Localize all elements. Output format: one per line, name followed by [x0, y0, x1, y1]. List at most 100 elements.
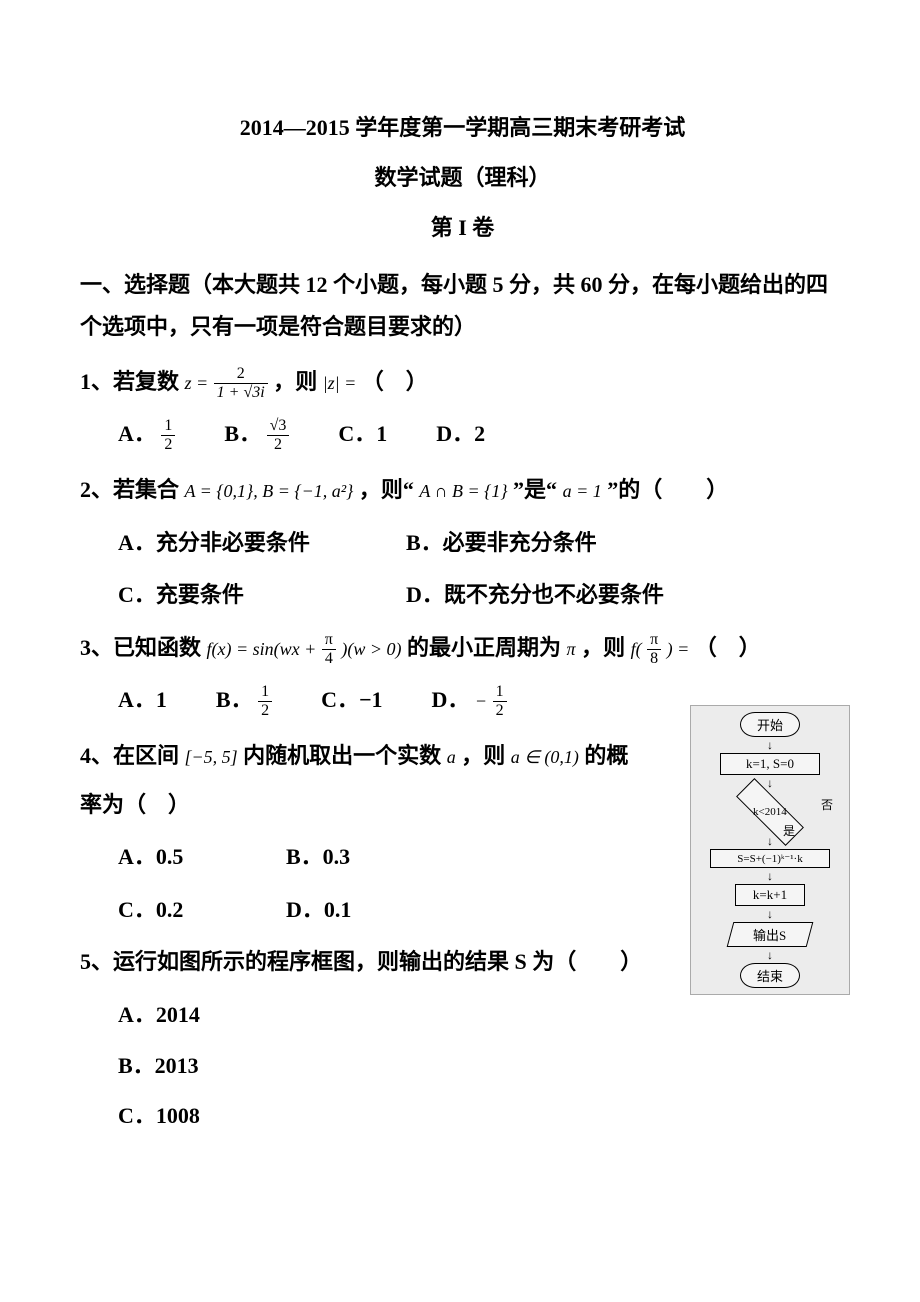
- q1-opt-b-label: B．: [224, 421, 261, 446]
- q4-var-a: a: [447, 747, 456, 767]
- q3-pi4-den: 4: [322, 650, 336, 667]
- q3-opt-d-label: D．: [432, 687, 470, 712]
- q1-opt-c: C．1: [338, 421, 387, 446]
- fc-arrow: ↓: [691, 777, 849, 789]
- q4-opt-a: A．0.5: [118, 833, 238, 881]
- q2-options-row1: A．充分非必要条件 B．必要非充分条件: [80, 519, 845, 567]
- q4-opt-c: C．0.2: [118, 886, 238, 934]
- q5-options: A．2014 B．2013 C．1008: [80, 990, 650, 1142]
- q1-opt-a-num: 1: [161, 418, 175, 436]
- q4-opt-b: B．0.3: [286, 833, 350, 881]
- fc-yes-label: 是: [783, 822, 795, 839]
- q2-opt-d: D．既不充分也不必要条件: [406, 571, 664, 619]
- q1-stem-prefix: 1、若复数: [80, 369, 185, 394]
- q1-opt-a-den: 2: [161, 436, 175, 453]
- q3-pi4-num: π: [322, 632, 336, 650]
- q4-opt-d: D．0.1: [286, 886, 351, 934]
- exam-subject: 数学试题（理科）: [80, 160, 845, 192]
- q1-z-frac-den: 1 + √3i: [214, 384, 268, 401]
- fc-step2: k=k+1: [735, 884, 805, 906]
- q1-z-frac: 2 1 + √3i: [214, 366, 268, 401]
- q3-opt-b-num: 1: [258, 684, 272, 702]
- question-4: 4、在区间 [−5, 5] 内随机取出一个实数 a ，则 a ∈ (0,1) 的…: [80, 732, 650, 829]
- q1-z-eq: z =: [185, 373, 209, 393]
- fc-arrow: ↓: [691, 949, 849, 961]
- q4-options-row1: A．0.5 B．0.3: [80, 833, 650, 881]
- q3-fx: f(x) = sin(wx +: [207, 639, 317, 659]
- section-instruction: 一、选择题（本大题共 12 个小题，每小题 5 分，共 60 分，在每小题给出的…: [80, 264, 845, 348]
- fc-arrow: ↓: [691, 908, 849, 920]
- q1-abs-z: |z| =: [323, 373, 357, 393]
- q3-opt-d-neg: −: [475, 691, 487, 711]
- q3-opt-b-den: 2: [258, 702, 272, 719]
- q5-opt-c: C．1008: [118, 1091, 650, 1142]
- fc-end: 结束: [740, 963, 800, 988]
- q3-stem-mid2: ，则: [581, 635, 625, 660]
- q5-opt-b: B．2013: [118, 1041, 650, 1092]
- q2-stem-prefix: 2、若集合: [80, 477, 185, 502]
- q2-stem-suffix: ”的（ ）: [607, 477, 728, 502]
- q1-opt-b-frac: √3 2: [267, 418, 290, 453]
- fc-step1: S=S+(−1)ᵏ⁻¹·k: [710, 849, 830, 868]
- q5-opt-a: A．2014: [118, 990, 650, 1041]
- q3-opt-b-frac: 1 2: [258, 684, 272, 719]
- q2-stem-mid2: ”是“: [513, 477, 557, 502]
- q3-stem-prefix: 3、已知函数: [80, 635, 207, 660]
- fc-output-text: 输出S: [753, 925, 786, 944]
- fc-no-label: 否: [821, 796, 833, 813]
- q1-opt-a-label: A．: [118, 421, 156, 446]
- q2-stem-mid1: ，则“: [359, 477, 414, 502]
- q3-f-close: ) =: [667, 639, 690, 659]
- fc-arrow: ↓: [691, 870, 849, 882]
- question-1: 1、若复数 z = 2 1 + √3i ，则 |z| = （ ）: [80, 358, 845, 406]
- fc-output: 输出S: [727, 922, 814, 947]
- q3-opt-b-label: B．: [216, 687, 253, 712]
- q1-stem-mid: ，则: [273, 369, 317, 394]
- q4-options-row2: C．0.2 D．0.1: [80, 886, 650, 934]
- q3-stem-mid: 的最小正周期为: [407, 635, 561, 660]
- q3-opt-d-frac: 1 2: [493, 684, 507, 719]
- question-2: 2、若集合 A = {0,1}, B = {−1, a²} ，则“ A ∩ B …: [80, 466, 845, 514]
- q3-pi8-den: 8: [647, 650, 661, 667]
- q3-stem-suffix: （ ）: [695, 635, 761, 660]
- q3-opt-a: A．1: [118, 687, 167, 712]
- q4-interval: [−5, 5]: [185, 747, 238, 767]
- q3-pi8: π 8: [647, 632, 661, 667]
- q4-a-in: a ∈ (0,1): [511, 747, 579, 767]
- q4-stem-mid: 内随机取出一个实数: [243, 743, 441, 768]
- q2-set-formula: A = {0,1}, B = {−1, a²}: [185, 481, 354, 501]
- q2-opt-a: A．充分非必要条件: [118, 519, 358, 567]
- question-5: 5、运行如图所示的程序框图，则输出的结果 S 为（ ）: [80, 938, 650, 986]
- q3-pi8-num: π: [647, 632, 661, 650]
- q1-opt-a-frac: 1 2: [161, 418, 175, 453]
- question-3: 3、已知函数 f(x) = sin(wx + π 4 )(w > 0) 的最小正…: [80, 624, 845, 672]
- q3-opt-d-den: 2: [493, 702, 507, 719]
- q4-stem-mid2: ，则: [461, 743, 505, 768]
- q2-opt-c: C．充要条件: [118, 571, 358, 619]
- q4-stem-prefix: 4、在区间: [80, 743, 179, 768]
- q3-fx-suffix: )(w > 0): [341, 639, 401, 659]
- q2-cond1: A ∩ B = {1}: [419, 481, 507, 501]
- q1-opt-d: D．2: [436, 421, 485, 446]
- q2-cond2: a = 1: [563, 481, 602, 501]
- exam-title: 2014—2015 学年度第一学期高三期末考研考试: [80, 110, 845, 142]
- q3-opt-c: C．−1: [321, 687, 382, 712]
- q3-f-of: f(: [631, 639, 642, 659]
- fc-arrow: ↓: [691, 835, 849, 847]
- q3-pi4: π 4: [322, 632, 336, 667]
- q1-stem-suffix: （ ）: [362, 369, 428, 394]
- q2-options-row2: C．充要条件 D．既不充分也不必要条件: [80, 571, 845, 619]
- q2-opt-b: B．必要非充分条件: [406, 519, 597, 567]
- q1-z-frac-num: 2: [214, 366, 268, 384]
- q1-opt-b-den: 2: [267, 436, 290, 453]
- fc-start: 开始: [740, 712, 800, 737]
- flowchart: 开始 ↓ k=1, S=0 ↓ k<2014 是 否 ↓ S=S+(−1)ᵏ⁻¹…: [690, 705, 850, 995]
- fc-cond-text: k<2014: [753, 806, 787, 818]
- q1-z-frac-den-text: 1 + √3i: [217, 384, 265, 401]
- q1-options: A． 1 2 B． √3 2 C．1 D．2: [80, 410, 845, 458]
- fc-init: k=1, S=0: [720, 753, 820, 775]
- q3-opt-d-num: 1: [493, 684, 507, 702]
- q3-pi: π: [567, 639, 576, 659]
- section-label: 第 I 卷: [80, 210, 845, 242]
- fc-arrow: ↓: [691, 739, 849, 751]
